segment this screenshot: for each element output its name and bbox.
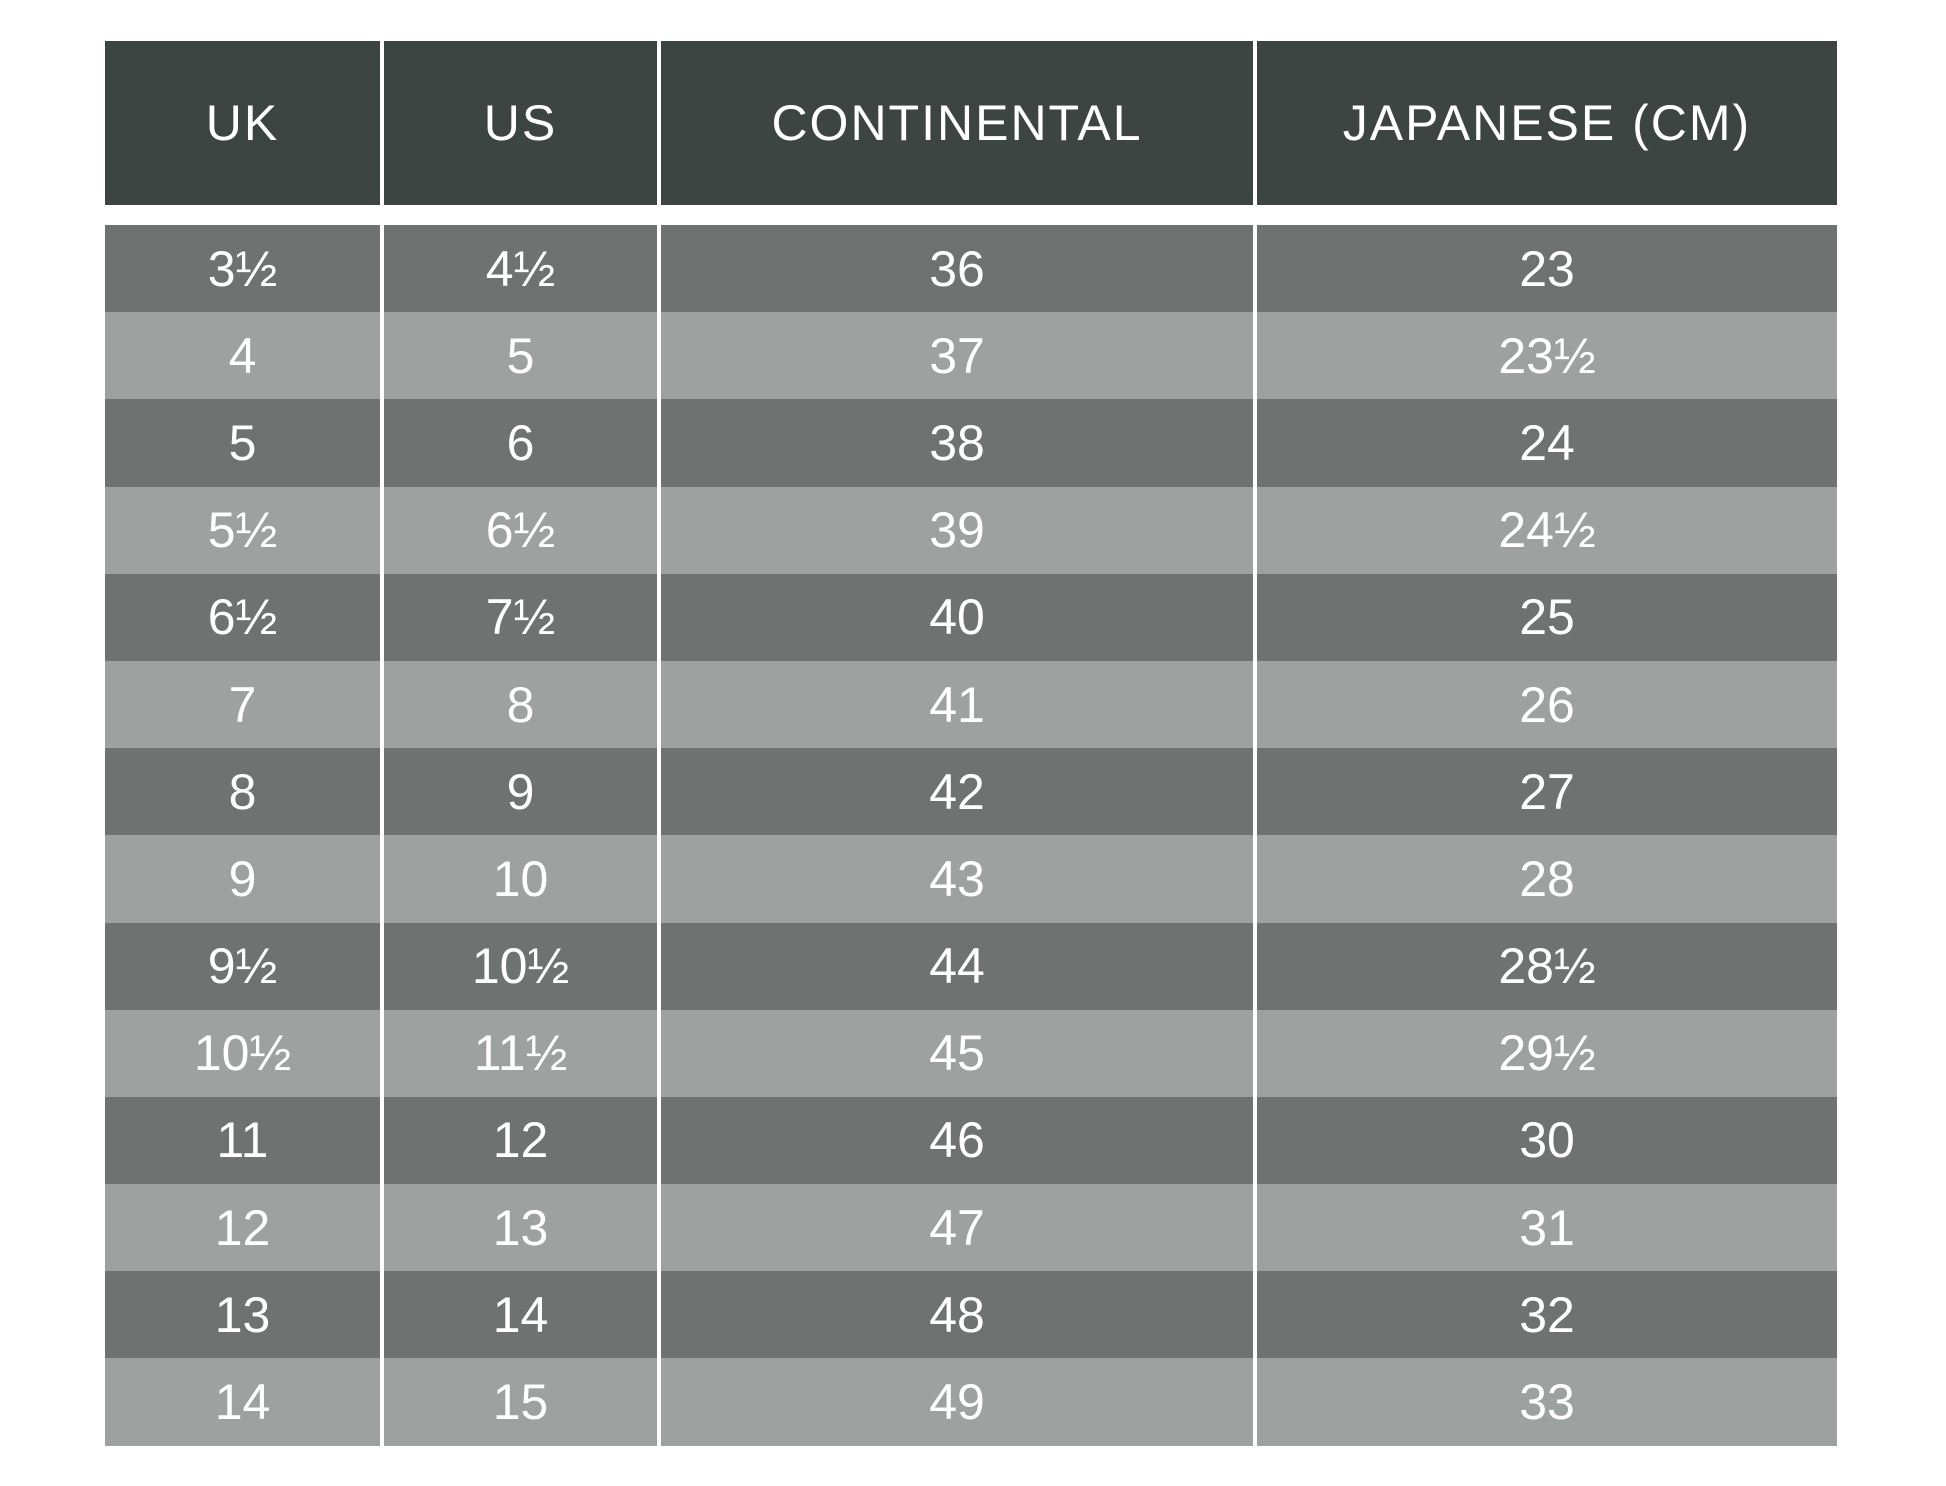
cell-continental: 47 bbox=[661, 1184, 1253, 1272]
cell-japanese: 24½ bbox=[1257, 486, 1837, 574]
cell-us: 6½ bbox=[384, 486, 657, 574]
table-row: 4 5 37 23½ bbox=[105, 312, 1837, 400]
cell-us: 11½ bbox=[384, 1009, 657, 1097]
cell-japanese: 28½ bbox=[1257, 922, 1837, 1010]
table-row: 12 13 47 31 bbox=[105, 1184, 1837, 1272]
table-row: 7 8 41 26 bbox=[105, 660, 1837, 749]
cell-us: 12 bbox=[384, 1096, 657, 1185]
cell-us: 15 bbox=[384, 1358, 657, 1446]
cell-uk: 12 bbox=[105, 1184, 380, 1272]
header-us: US bbox=[384, 41, 657, 205]
table-body: 3½ 4½ 36 23 4 5 37 23½ 5 6 38 24 5½ 6½ 39 24½ 6½ 7½ 40 25 7 8… bbox=[105, 225, 1837, 1446]
cell-us: 13 bbox=[384, 1184, 657, 1272]
cell-continental: 37 bbox=[661, 312, 1253, 400]
cell-us: 5 bbox=[384, 312, 657, 400]
cell-uk: 13 bbox=[105, 1271, 380, 1359]
cell-continental: 45 bbox=[661, 1009, 1253, 1097]
cell-uk: 6½ bbox=[105, 573, 380, 661]
cell-japanese: 33 bbox=[1257, 1358, 1837, 1446]
cell-continental: 46 bbox=[661, 1096, 1253, 1185]
cell-japanese: 30 bbox=[1257, 1096, 1837, 1185]
cell-us: 7½ bbox=[384, 573, 657, 661]
header-uk: UK bbox=[105, 41, 380, 205]
table-row: 9 10 43 28 bbox=[105, 835, 1837, 923]
table-row: 13 14 48 32 bbox=[105, 1271, 1837, 1359]
cell-uk: 3½ bbox=[105, 225, 380, 313]
cell-uk: 9½ bbox=[105, 922, 380, 1010]
cell-continental: 43 bbox=[661, 835, 1253, 923]
table-row: 8 9 42 27 bbox=[105, 748, 1837, 836]
cell-continental: 48 bbox=[661, 1271, 1253, 1359]
cell-continental: 44 bbox=[661, 922, 1253, 1010]
cell-japanese: 31 bbox=[1257, 1184, 1837, 1272]
table-row: 5½ 6½ 39 24½ bbox=[105, 486, 1837, 574]
cell-continental: 39 bbox=[661, 486, 1253, 574]
cell-continental: 38 bbox=[661, 399, 1253, 487]
cell-uk: 9 bbox=[105, 835, 380, 923]
table-header: UK US CONTINENTAL JAPANESE (CM) bbox=[105, 41, 1837, 205]
cell-uk: 8 bbox=[105, 748, 380, 836]
table-row: 14 15 49 33 bbox=[105, 1358, 1837, 1446]
table-row: 10½ 11½ 45 29½ bbox=[105, 1009, 1837, 1097]
size-conversion-table: UK US CONTINENTAL JAPANESE (CM) 3½ 4½ 36 23… bbox=[105, 41, 1837, 1446]
cell-japanese: 24 bbox=[1257, 399, 1837, 487]
cell-continental: 36 bbox=[661, 225, 1253, 313]
header-japanese: JAPANESE (CM) bbox=[1257, 41, 1837, 205]
cell-uk: 11 bbox=[105, 1096, 380, 1185]
table-row: 3½ 4½ 36 23 bbox=[105, 225, 1837, 313]
cell-japanese: 25 bbox=[1257, 573, 1837, 661]
cell-continental: 40 bbox=[661, 573, 1253, 661]
cell-uk: 5½ bbox=[105, 486, 380, 574]
header-continental: CONTINENTAL bbox=[661, 41, 1253, 205]
cell-continental: 42 bbox=[661, 748, 1253, 836]
cell-uk: 5 bbox=[105, 399, 380, 487]
table-row: 5 6 38 24 bbox=[105, 399, 1837, 487]
cell-japanese: 23 bbox=[1257, 225, 1837, 313]
table-row: 9½ 10½ 44 28½ bbox=[105, 922, 1837, 1010]
cell-us: 6 bbox=[384, 399, 657, 487]
cell-us: 4½ bbox=[384, 225, 657, 313]
cell-japanese: 32 bbox=[1257, 1271, 1837, 1359]
cell-japanese: 29½ bbox=[1257, 1009, 1837, 1097]
cell-us: 10½ bbox=[384, 922, 657, 1010]
cell-uk: 10½ bbox=[105, 1009, 380, 1097]
cell-us: 10 bbox=[384, 835, 657, 923]
cell-continental: 49 bbox=[661, 1358, 1253, 1446]
cell-uk: 7 bbox=[105, 660, 380, 749]
cell-us: 14 bbox=[384, 1271, 657, 1359]
cell-us: 8 bbox=[384, 660, 657, 749]
table-row: 6½ 7½ 40 25 bbox=[105, 573, 1837, 661]
cell-japanese: 27 bbox=[1257, 748, 1837, 836]
cell-us: 9 bbox=[384, 748, 657, 836]
cell-continental: 41 bbox=[661, 660, 1253, 749]
cell-uk: 4 bbox=[105, 312, 380, 400]
cell-japanese: 23½ bbox=[1257, 312, 1837, 400]
cell-uk: 14 bbox=[105, 1358, 380, 1446]
cell-japanese: 26 bbox=[1257, 660, 1837, 749]
cell-japanese: 28 bbox=[1257, 835, 1837, 923]
table-row: 11 12 46 30 bbox=[105, 1096, 1837, 1185]
